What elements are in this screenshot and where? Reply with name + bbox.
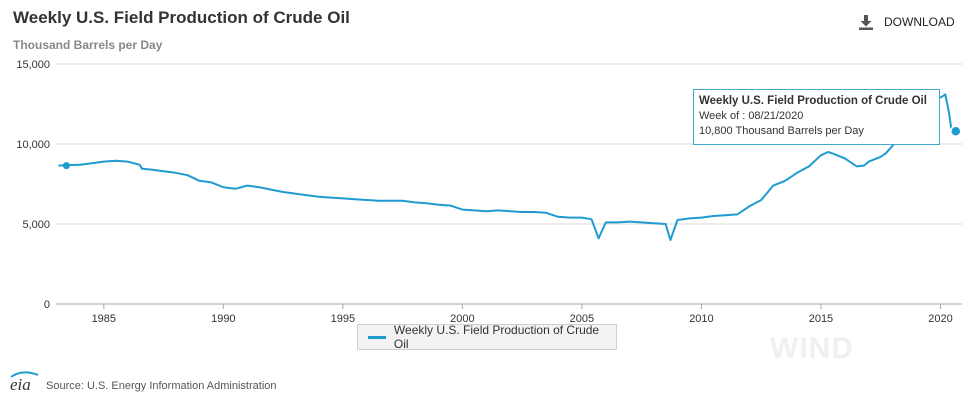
- x-tick-label: 2005: [570, 313, 594, 325]
- x-axis-ticks: 1985 1990 1995 2000 2005 2010 2015 2020: [92, 304, 953, 325]
- series-start-point: [62, 162, 70, 170]
- x-tick-label: 2015: [809, 313, 833, 325]
- chart-title: Weekly U.S. Field Production of Crude Oi…: [13, 8, 350, 27]
- watermark: WIND: [770, 332, 854, 365]
- x-tick-label: 1985: [92, 313, 116, 325]
- x-tick-label: 1995: [331, 313, 355, 325]
- download-button[interactable]: DOWNLOAD: [858, 14, 955, 30]
- legend-label: Weekly U.S. Field Production of Crude Oi…: [393, 323, 600, 351]
- download-icon: [859, 15, 873, 30]
- y-tick-label: 10,000: [16, 139, 50, 151]
- tooltip-title: Weekly U.S. Field Production of Crude Oi…: [699, 95, 927, 107]
- y-tick-label: 0: [44, 299, 50, 311]
- source-text: Source: U.S. Energy Information Administ…: [46, 380, 277, 392]
- y-tick-label: 5,000: [22, 219, 50, 231]
- x-tick-label: 1990: [211, 313, 235, 325]
- chart-subtitle: Thousand Barrels per Day: [13, 38, 163, 52]
- x-tick-label: 2020: [928, 313, 952, 325]
- series-line-crude-oil: [58, 93, 957, 241]
- eia-logo-icon: eia: [10, 371, 39, 393]
- tooltip: Weekly U.S. Field Production of Crude Oi…: [693, 89, 940, 145]
- highlight-point: [950, 125, 962, 137]
- y-tick-label: 15,000: [16, 59, 50, 71]
- download-label: DOWNLOAD: [884, 15, 955, 29]
- tooltip-week: Week of : 08/21/2020: [699, 110, 804, 122]
- legend[interactable]: Weekly U.S. Field Production of Crude Oi…: [357, 323, 617, 351]
- y-axis-ticks: 0 5,000 10,000 15,000: [16, 59, 50, 311]
- x-tick-label: 2000: [450, 313, 474, 325]
- x-tick-label: 2010: [689, 313, 713, 325]
- legend-swatch: [368, 335, 386, 339]
- svg-text:eia: eia: [10, 375, 31, 393]
- tooltip-value: 10,800 Thousand Barrels per Day: [699, 125, 864, 137]
